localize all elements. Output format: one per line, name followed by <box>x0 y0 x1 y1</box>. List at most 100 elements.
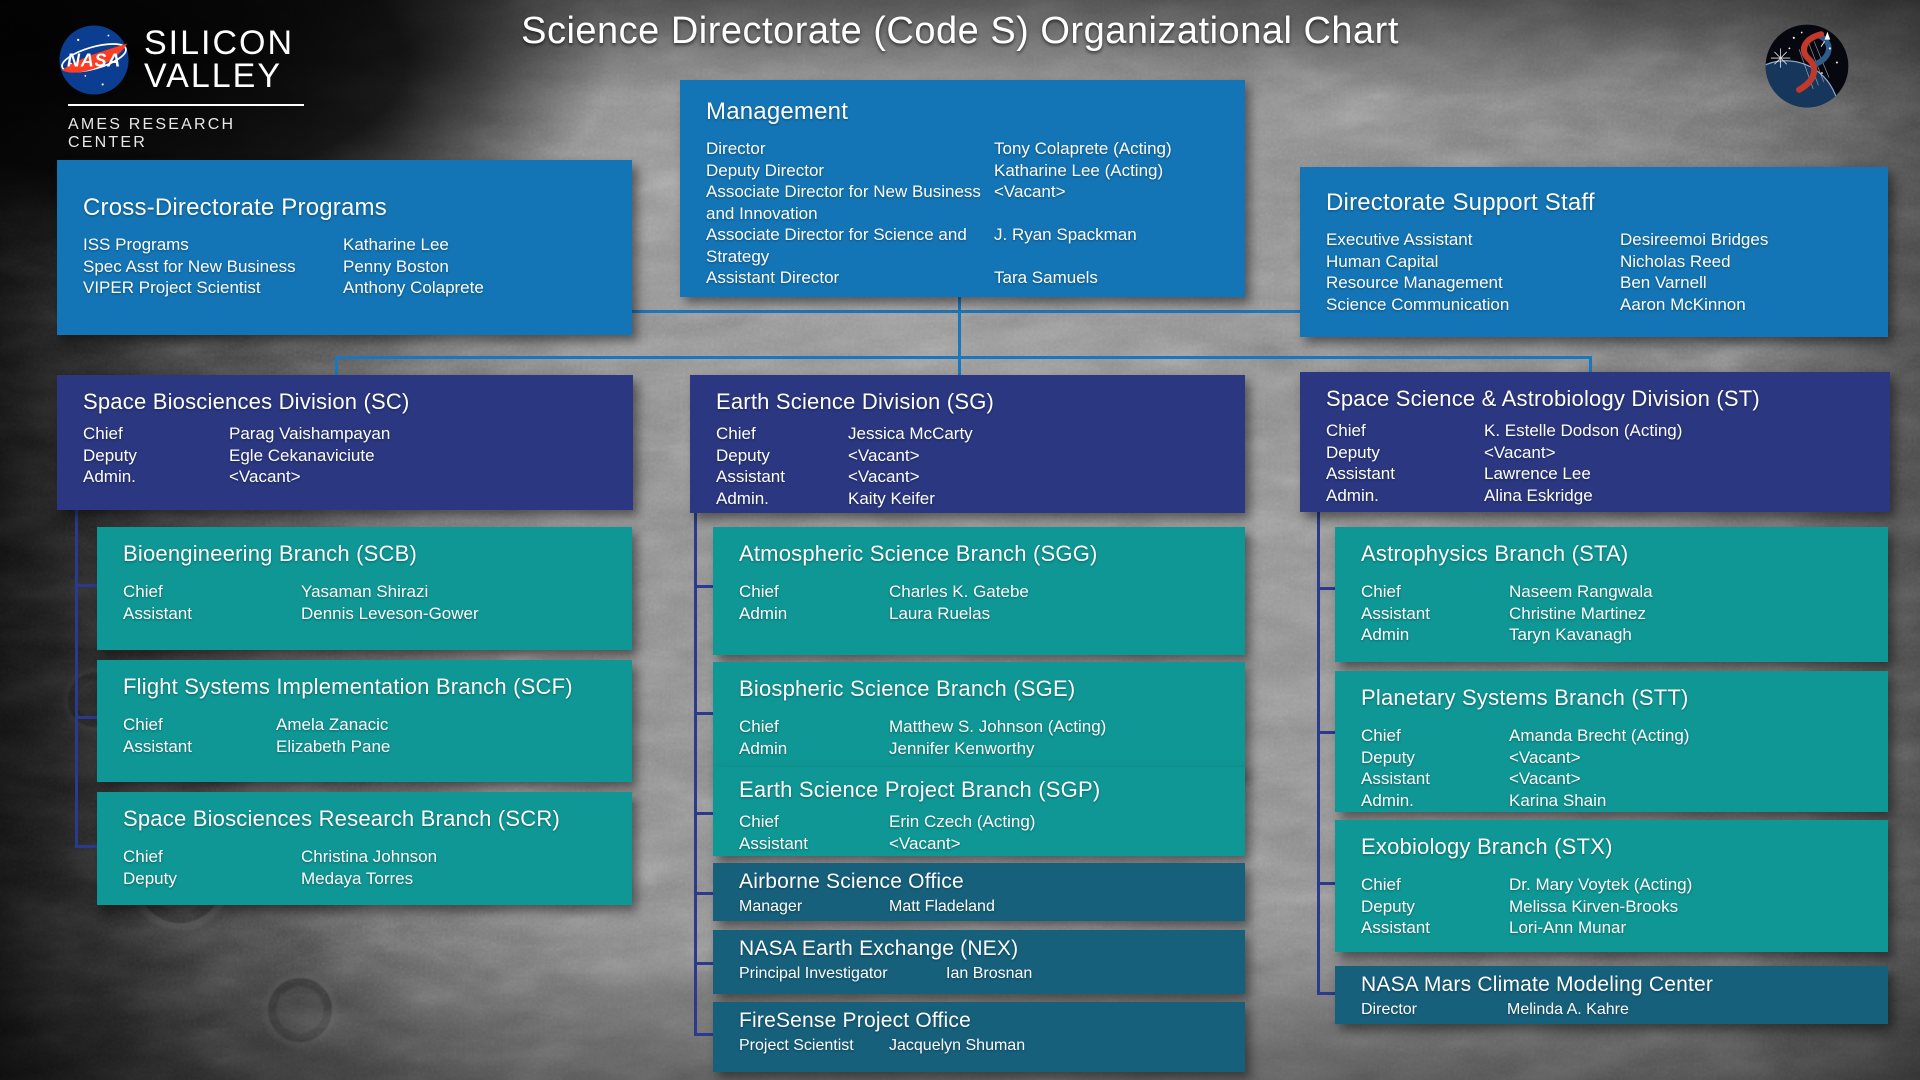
org-row: Chief Amanda Brecht (Acting) <box>1361 725 1870 747</box>
person-name: Jennifer Kenworthy <box>889 738 1035 758</box>
connector-line <box>75 510 78 847</box>
org-row: Associate Director for New Business and … <box>706 181 1227 224</box>
role-label: Deputy <box>716 445 770 465</box>
org-row: Admin Jennifer Kenworthy <box>739 738 1227 760</box>
person-name: Charles K. Gatebe <box>889 582 1029 601</box>
person-name: Medaya Torres <box>301 868 414 888</box>
connector-line <box>694 812 713 815</box>
person-name: <Vacant> <box>848 467 920 486</box>
connector-line <box>335 356 338 377</box>
box-title: Directorate Support Staff <box>1326 189 1595 216</box>
box-title: Space Biosciences Division (SC) <box>83 389 410 414</box>
person-name: Desireemoi Bridges <box>1620 230 1769 249</box>
brand-divider <box>68 104 304 106</box>
person-name: <Vacant> <box>994 182 1066 201</box>
role-label: Chief <box>123 715 163 734</box>
person-name: Jessica McCarty <box>848 424 973 443</box>
person-name: Tara Samuels <box>994 268 1098 287</box>
site-name-line1: SILICON <box>144 24 295 62</box>
role-label: Executive Assistant <box>1326 230 1473 249</box>
role-label: Assistant <box>123 603 192 623</box>
org-row: Admin. Kaity Keifer <box>716 488 1227 510</box>
box-title: Planetary Systems Branch (STT) <box>1361 685 1689 710</box>
connector-line <box>958 297 961 377</box>
org-row: Assistant Lori-Ann Munar <box>1361 917 1870 939</box>
role-label: Assistant Director <box>706 268 840 287</box>
role-label: Assistant <box>1361 918 1430 937</box>
role-label: Project Scientist <box>739 1037 854 1054</box>
role-label: Chief <box>1361 726 1401 745</box>
role-label: Deputy <box>1326 442 1380 462</box>
org-row: Resource Management Ben Varnell <box>1326 272 1870 294</box>
person-name: Naseem Rangwala <box>1509 582 1653 601</box>
person-name: K. Estelle Dodson (Acting) <box>1484 421 1683 440</box>
box-title: Earth Science Division (SG) <box>716 389 995 414</box>
svg-text:NASA: NASA <box>67 50 121 70</box>
role-label: Deputy Director <box>706 160 825 180</box>
org-row: Science Communication Aaron McKinnon <box>1326 294 1870 316</box>
box-title: NASA Earth Exchange (NEX) <box>739 937 1019 960</box>
connector-line <box>632 310 1300 313</box>
role-label: Chief <box>123 847 163 866</box>
directorate-support-staff-box: Directorate Support Staff Executive Assi… <box>1300 167 1888 337</box>
person-name: Melinda A. Kahre <box>1507 1001 1629 1018</box>
role-label: Human Capital <box>1326 251 1439 271</box>
role-label: Admin <box>1361 625 1410 644</box>
firesense-project-office-box: FireSense Project Office Project Scienti… <box>713 1002 1245 1072</box>
person-name: Taryn Kavanagh <box>1509 625 1632 644</box>
person-name: Parag Vaishampayan <box>229 424 391 443</box>
role-label: Chief <box>739 717 779 736</box>
astrophysics-branch-box: Astrophysics Branch (STA) Chief Naseem Ra… <box>1335 527 1888 662</box>
role-label: Deputy <box>1361 747 1415 767</box>
org-row: Chief Parag Vaishampayan <box>83 423 615 445</box>
org-row: Deputy Melissa Kirven-Brooks <box>1361 896 1870 918</box>
role-label: Associate Director for Science and Strat… <box>706 225 967 266</box>
box-title: Earth Science Project Branch (SGP) <box>739 777 1101 802</box>
org-row: Assistant Dennis Leveson-Gower <box>123 603 614 625</box>
org-row: Assistant Lawrence Lee <box>1326 463 1872 485</box>
person-name: Christine Martinez <box>1509 603 1646 623</box>
person-name: Elizabeth Pane <box>276 736 391 756</box>
nasa-mars-climate-modeling-center-box: NASA Mars Climate Modeling Center Direct… <box>1335 966 1888 1024</box>
org-row: Director Tony Colaprete (Acting) <box>706 138 1227 160</box>
org-row: Deputy Medaya Torres <box>123 868 614 890</box>
center-name: AMES RESEARCH CENTER <box>68 116 236 151</box>
org-row: Deputy <Vacant> <box>1361 747 1870 769</box>
person-name: Anthony Colaprete <box>343 278 484 297</box>
role-label: Assistant <box>739 833 808 853</box>
role-label: VIPER Project Scientist <box>83 278 261 297</box>
box-title: FireSense Project Office <box>739 1009 972 1032</box>
org-row: Chief Charles K. Gatebe <box>739 581 1227 603</box>
person-name: Matthew S. Johnson (Acting) <box>889 717 1107 736</box>
flight-systems-implementation-branch-box: Flight Systems Implementation Branch (SC… <box>97 660 632 782</box>
person-name: Alina Eskridge <box>1484 485 1593 505</box>
connector-line <box>75 716 97 719</box>
role-label: Admin <box>739 603 788 623</box>
person-name: <Vacant> <box>1484 442 1556 462</box>
role-label: Admin. <box>83 467 136 486</box>
connector-line <box>694 1033 713 1036</box>
exobiology-branch-box: Exobiology Branch (STX) Chief Dr. Mary Vo… <box>1335 820 1888 952</box>
org-row: Chief Erin Czech (Acting) <box>739 811 1227 833</box>
person-name: <Vacant> <box>229 467 301 486</box>
org-row: Admin. Karina Shain <box>1361 790 1870 812</box>
management-box: Management Director Tony Colaprete (Actin… <box>680 80 1245 297</box>
nasa-branding: NASA SILICON VALLEY AMES RESEARCH CENTER <box>58 14 318 152</box>
space-biosciences-research-branch-box: Space Biosciences Research Branch (SCR) … <box>97 792 632 905</box>
role-label: Spec Asst for New Business <box>83 256 296 276</box>
connector-line <box>335 356 1592 359</box>
box-title: Space Biosciences Research Branch (SCR) <box>123 806 560 831</box>
org-row: Chief Amela Zanacic <box>123 714 614 736</box>
box-title: Bioengineering Branch (SCB) <box>123 541 417 566</box>
site-name-line2: VALLEY <box>144 57 283 95</box>
person-name: Matt Fladeland <box>889 898 995 915</box>
org-row: Deputy <Vacant> <box>716 445 1227 467</box>
org-row: Executive Assistant Desireemoi Bridges <box>1326 229 1870 251</box>
connector-line <box>75 845 97 848</box>
role-label: Science Communication <box>1326 294 1510 314</box>
org-row: Admin Taryn Kavanagh <box>1361 624 1870 646</box>
org-row: Assistant Christine Martinez <box>1361 603 1870 625</box>
role-label: Admin <box>739 738 788 758</box>
nasa-meatball-icon: NASA <box>59 25 129 95</box>
person-name: Dr. Mary Voytek (Acting) <box>1509 875 1693 894</box>
